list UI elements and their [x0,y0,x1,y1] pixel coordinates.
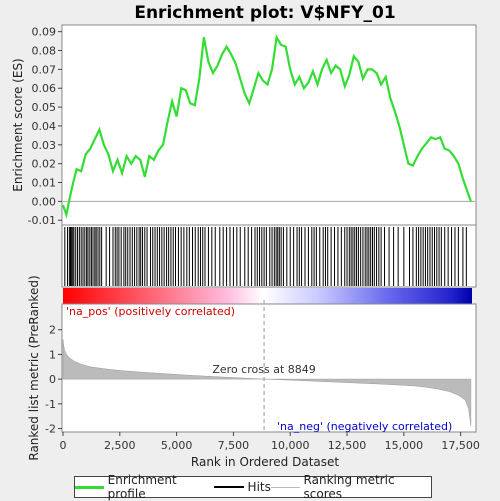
legend-metric-label: Ranking metric scores [303,473,395,501]
metric-tick-label: 1 [49,348,56,361]
es-tick-label: 0.02 [32,158,57,171]
x-tick-label: 15,000 [385,439,424,452]
x-tick-label: 0 [60,439,67,452]
rank-color-bar [63,288,472,304]
x-tick-label: 12,500 [328,439,367,452]
metric-tick-label: 2 [49,324,56,337]
metric-panel [61,303,477,433]
es-tick-label: -0.01 [28,214,56,227]
es-panel [61,24,477,226]
es-tick-label: 0.06 [32,82,57,95]
hit-marks [64,227,467,286]
es-tick-label: 0.07 [32,63,57,76]
legend-item-metric: Ranking metric scores [270,473,431,501]
legend-item-hits: Hits [213,480,271,494]
metric-swatch [270,486,300,488]
es-tick-label: 0.09 [32,26,57,39]
legend-item-profile: Enrichment profile [75,473,214,501]
x-tick-label: 2,500 [104,439,136,452]
legend-hits-label: Hits [247,480,271,494]
hits-swatch [213,486,244,488]
metric-tick-label: 0 [49,373,56,386]
x-axis-label: Rank in Ordered Dataset [191,455,339,469]
hits-panel [61,224,477,288]
es-tick-label: 0.00 [32,195,57,208]
es-tick-label: 0.01 [32,177,57,190]
pos-correlated-label: 'na_pos' (positively correlated) [66,305,235,318]
metric-axis-label: Ranked list metric (PreRanked) [27,275,41,460]
neg-correlated-label: 'na_neg' (negatively correlated) [277,420,452,433]
legend: Enrichment profile Hits Ranking metric s… [74,473,432,501]
profile-swatch [75,485,104,489]
es-axis-label: Enrichment score (ES) [11,58,25,191]
es-tick-label: 0.08 [32,45,57,58]
es-tick-label: 0.03 [32,139,57,152]
x-axis-ticks: 0 2,500 5,000 7,500 10,000 12,500 15,000 17,500 [60,432,480,452]
x-tick-label: 17,500 [441,439,480,452]
x-tick-label: 5,000 [161,439,193,452]
es-ticks: -0.01 0.00 0.01 0.02 0.03 0.04 0.05 0.06 0.07 0.0… [28,26,62,227]
metric-tick-label: -1 [45,398,56,411]
metric-tick-label: -2 [45,423,56,436]
es-tick-label: 0.05 [32,101,57,114]
legend-profile-label: Enrichment profile [107,473,177,501]
x-tick-label: 7,500 [218,439,250,452]
x-tick-label: 10,000 [271,439,310,452]
chart-title: Enrichment plot: V$NFY_01 [134,3,395,23]
zero-cross-label: Zero cross at 8849 [212,363,315,376]
es-tick-label: 0.04 [32,120,57,133]
enrichment-profile-line [61,34,472,219]
metric-ticks: -2 -1 0 1 2 [45,324,62,436]
